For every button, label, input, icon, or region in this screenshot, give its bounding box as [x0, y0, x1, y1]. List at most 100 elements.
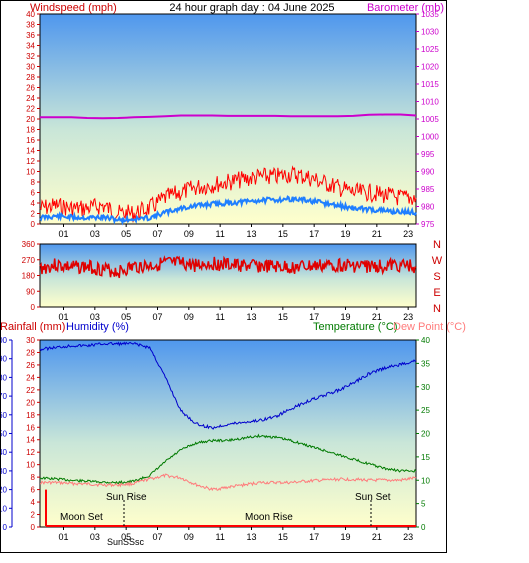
outer-frame	[0, 0, 447, 553]
x-tick-label: 11	[215, 229, 224, 239]
wind-axis-tick-label: 16	[26, 136, 35, 145]
x-tick-label: 01	[58, 229, 68, 239]
temperature-axis-tick-label: 30	[421, 383, 430, 392]
wind-axis-tick-label: 36	[26, 31, 35, 40]
x-tick-label: 23	[403, 229, 413, 239]
wind-axis-tick-label: 6	[31, 189, 36, 198]
wind-panel-ticks: 0246810121416182022242628303234363840975…	[26, 10, 439, 239]
humidity-axis-tick-label: 60	[0, 411, 8, 420]
wind-gust-series	[39, 165, 417, 223]
x-tick-label: 09	[184, 312, 194, 322]
wind-axis-tick-label: 32	[26, 52, 35, 61]
compass-e: E	[433, 287, 440, 299]
rain-axis-tick-label: 26	[26, 361, 35, 370]
barometer-axis-tick-label: 1020	[421, 63, 439, 72]
humidity-axis-tick-label: 80	[0, 373, 8, 382]
moon-set-label: Moon Set	[60, 512, 103, 523]
temperature-axis-tick-label: 10	[421, 476, 430, 485]
x-tick-label: 15	[278, 532, 288, 542]
x-tick-label: 09	[184, 532, 194, 542]
x-tick-label: 17	[309, 229, 319, 239]
x-tick-label: 17	[309, 532, 319, 542]
rain-axis-tick-label: 24	[26, 373, 35, 382]
wind-axis-tick-label: 0	[31, 220, 36, 229]
x-tick-label: 19	[340, 312, 350, 322]
rain-axis-tick-label: 8	[31, 473, 36, 482]
barometer-axis-tick-label: 1015	[421, 80, 439, 89]
barometer-axis-tick-label: 1035	[421, 10, 439, 19]
humidity-axis-tick-label: 10	[0, 504, 8, 513]
temperature-axis-tick-label: 5	[421, 500, 426, 509]
rain-axis-tick-label: 6	[31, 486, 36, 495]
x-tick-label: 01	[58, 312, 68, 322]
rain-axis-tick-label: 20	[26, 398, 35, 407]
x-tick-label: 07	[152, 312, 162, 322]
barometer-axis-tick-label: 980	[421, 203, 435, 212]
x-tick-label: 13	[246, 532, 256, 542]
direction-panel-series	[39, 255, 417, 279]
x-tick-label: 15	[278, 312, 288, 322]
wind-axis-tick-label: 24	[26, 94, 35, 103]
rain-axis-tick-label: 18	[26, 411, 35, 420]
barometer-axis-tick-label: 1030	[421, 28, 439, 37]
rain-axis-tick-label: 30	[26, 336, 35, 345]
rain-axis-tick-label: 10	[26, 461, 35, 470]
barometer-axis-tick-label: 1010	[421, 98, 439, 107]
rain-axis-tick-label: 22	[26, 386, 35, 395]
wind-axis-tick-label: 40	[26, 10, 35, 19]
direction-axis-tick-label: 360	[22, 240, 36, 249]
barometer-axis-tick-label: 975	[421, 220, 435, 229]
rain-axis-tick-label: 16	[26, 423, 35, 432]
humidity-axis-tick-label: 50	[0, 430, 8, 439]
x-tick-label: 01	[58, 532, 68, 542]
compass-s: S	[433, 271, 440, 283]
x-tick-label: 03	[90, 229, 100, 239]
barometer-axis-tick-label: 990	[421, 168, 435, 177]
sun-overlap-tick-label: SunSSsc	[107, 537, 145, 547]
wind-axis-tick-label: 30	[26, 63, 35, 72]
climate-panel-background	[39, 339, 417, 528]
wind-axis-tick-label: 20	[26, 115, 35, 124]
x-tick-label: 23	[403, 532, 413, 542]
wind-axis-tick-label: 22	[26, 105, 35, 114]
x-tick-label: 19	[340, 229, 350, 239]
wind-axis-tick-label: 10	[26, 168, 35, 177]
humidity-series	[39, 341, 417, 430]
x-tick-label: 19	[340, 532, 350, 542]
barometer-axis-tick-label: 985	[421, 185, 435, 194]
x-tick-label: 21	[372, 229, 382, 239]
temperature-axis-tick-label: 15	[421, 453, 430, 462]
wind-axis-tick-label: 34	[26, 42, 35, 51]
barometer-axis-tick-label: 1005	[421, 115, 439, 124]
temperature-axis-label: Temperature (°C)	[313, 321, 397, 333]
wind-axis-tick-label: 2	[31, 210, 36, 219]
sun-rise-label: Sun Rise	[106, 492, 147, 503]
x-tick-label: 21	[372, 532, 382, 542]
rain-axis-tick-label: 0	[31, 523, 36, 532]
temperature-axis-tick-label: 40	[421, 336, 430, 345]
wind-axis-tick-label: 8	[31, 178, 36, 187]
x-tick-label: 13	[246, 229, 256, 239]
x-tick-label: 11	[215, 312, 224, 322]
wind-axis-tick-label: 26	[26, 84, 35, 93]
rain-axis-tick-label: 14	[26, 436, 35, 445]
barometer-axis-tick-label: 1025	[421, 45, 439, 54]
x-tick-label: 07	[152, 229, 162, 239]
humidity-axis-tick-label: 40	[0, 448, 8, 457]
humidity-axis-tick-label: 20	[0, 486, 8, 495]
x-tick-label: 15	[278, 229, 288, 239]
rain-axis-tick-label: 4	[31, 498, 36, 507]
dew-point-series	[40, 473, 417, 492]
rain-axis-tick-label: 12	[26, 448, 35, 457]
rain-axis-tick-label: 28	[26, 348, 35, 357]
temperature-axis-tick-label: 35	[421, 359, 430, 368]
barometer-axis-label: Barometer (mb)	[367, 2, 444, 14]
humidity-axis-tick-label: 100	[0, 336, 8, 345]
direction-axis-tick-label: 90	[26, 287, 35, 296]
temperature-axis-tick-label: 20	[421, 430, 430, 439]
wind-average-series	[39, 195, 417, 226]
moon-rise-label: Moon Rise	[245, 512, 293, 523]
barometer-axis-tick-label: 1000	[421, 133, 439, 142]
x-tick-label: 09	[184, 229, 194, 239]
